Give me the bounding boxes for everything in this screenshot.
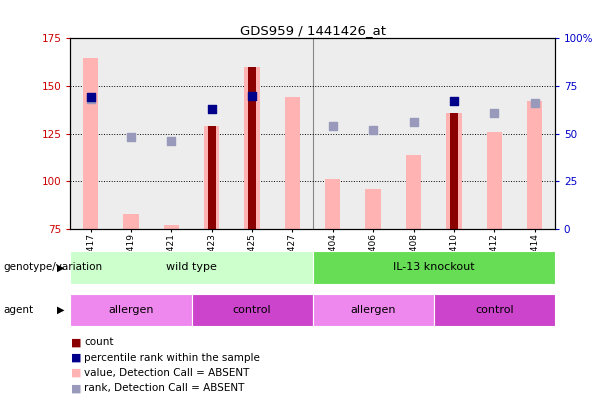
Bar <box>313 38 353 229</box>
Bar <box>285 98 300 229</box>
Bar <box>272 38 313 229</box>
Point <box>126 134 136 141</box>
Point <box>86 96 96 102</box>
Text: rank, Detection Call = ABSENT: rank, Detection Call = ABSENT <box>84 384 245 393</box>
Point <box>247 92 257 99</box>
Bar <box>248 67 256 229</box>
Bar <box>245 67 260 229</box>
Text: control: control <box>475 305 514 315</box>
Text: control: control <box>233 305 272 315</box>
Point <box>368 127 378 133</box>
Point <box>328 123 338 129</box>
Bar <box>433 38 474 229</box>
Bar <box>406 155 421 229</box>
Bar <box>514 38 555 229</box>
Bar <box>394 38 434 229</box>
Bar <box>450 113 458 229</box>
Text: count: count <box>84 337 113 347</box>
Text: wild type: wild type <box>166 262 217 272</box>
Bar <box>111 38 151 229</box>
Text: ■: ■ <box>70 337 81 347</box>
Bar <box>313 294 434 326</box>
Point <box>489 109 499 116</box>
Bar <box>191 38 232 229</box>
Text: IL-13 knockout: IL-13 knockout <box>393 262 474 272</box>
Bar <box>527 101 543 229</box>
Bar <box>70 38 111 229</box>
Point <box>449 98 459 104</box>
Bar <box>487 132 502 229</box>
Bar <box>325 179 340 229</box>
Text: allergen: allergen <box>351 305 396 315</box>
Text: genotype/variation: genotype/variation <box>3 262 102 272</box>
Bar <box>446 113 462 229</box>
Point <box>207 106 216 112</box>
Bar <box>191 294 313 326</box>
Bar <box>365 189 381 229</box>
Bar <box>208 126 216 229</box>
Bar <box>123 213 139 229</box>
Title: GDS959 / 1441426_at: GDS959 / 1441426_at <box>240 24 386 37</box>
Text: allergen: allergen <box>109 305 154 315</box>
Bar <box>83 58 98 229</box>
Bar <box>164 225 179 229</box>
Text: ▶: ▶ <box>57 305 64 315</box>
Bar <box>70 294 191 326</box>
Text: ■: ■ <box>70 368 81 378</box>
Point <box>86 94 96 101</box>
Text: ■: ■ <box>70 353 81 362</box>
Point <box>530 100 539 107</box>
Text: percentile rank within the sample: percentile rank within the sample <box>84 353 260 362</box>
Bar <box>204 126 219 229</box>
Bar <box>474 38 514 229</box>
Bar <box>313 251 555 284</box>
Bar <box>151 38 191 229</box>
Text: ■: ■ <box>70 384 81 393</box>
Text: ▶: ▶ <box>57 262 64 272</box>
Bar <box>70 251 313 284</box>
Point <box>409 119 419 126</box>
Text: value, Detection Call = ABSENT: value, Detection Call = ABSENT <box>84 368 249 378</box>
Bar <box>434 294 555 326</box>
Bar <box>232 38 272 229</box>
Text: agent: agent <box>3 305 33 315</box>
Bar <box>353 38 394 229</box>
Point <box>167 138 177 145</box>
